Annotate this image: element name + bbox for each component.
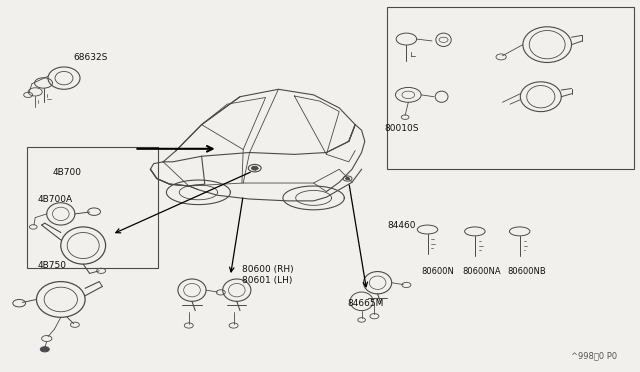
Circle shape xyxy=(346,177,349,180)
Text: 80010S: 80010S xyxy=(384,124,419,133)
Text: 68632S: 68632S xyxy=(74,53,108,62)
Text: 80600 (RH): 80600 (RH) xyxy=(242,265,294,274)
Bar xyxy=(27,147,158,268)
Bar xyxy=(387,7,634,169)
Circle shape xyxy=(40,347,49,352)
Text: 4B750: 4B750 xyxy=(37,262,66,270)
Text: 4B700: 4B700 xyxy=(52,169,81,177)
Text: 84665M: 84665M xyxy=(348,299,384,308)
Text: 80600NB: 80600NB xyxy=(507,267,546,276)
Text: ^998⁩0 P0: ^998⁩0 P0 xyxy=(572,352,618,361)
Text: 80600NA: 80600NA xyxy=(462,267,500,276)
Circle shape xyxy=(252,166,258,170)
Text: 4B700A: 4B700A xyxy=(37,195,72,203)
Text: 80600N: 80600N xyxy=(421,267,454,276)
Text: 84460: 84460 xyxy=(387,221,416,230)
Text: 80601 (LH): 80601 (LH) xyxy=(242,276,292,285)
